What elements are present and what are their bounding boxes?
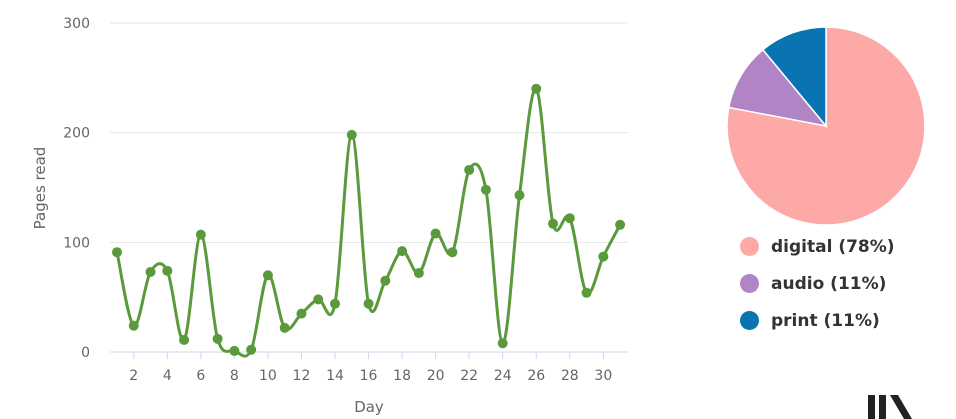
data-point-day-29[interactable] [581,287,592,298]
x-tick-label: 8 [230,368,239,384]
pie-slice-print[interactable] [761,26,827,129]
data-point-day-20[interactable] [430,228,441,239]
x-axis-ticks: 2 4 6 8 10 12 14 16 18 20 22 24 26 28 30 [129,352,612,384]
data-point-day-25[interactable] [514,190,525,201]
data-point-day-8[interactable] [229,345,240,356]
pie-legend: digital (78%) audio (11%) print (11%) [740,228,895,339]
data-point-day-23[interactable] [480,184,491,195]
brand-logo-icon [868,395,912,419]
pie-slices [726,26,926,226]
x-tick-label: 10 [259,368,277,384]
data-point-day-10[interactable] [262,270,273,281]
x-tick-label: 12 [293,368,311,384]
pie-slice-audio[interactable] [727,48,828,128]
data-point-day-3[interactable] [145,266,156,277]
data-point-day-18[interactable] [397,246,408,257]
x-tick-label: 6 [196,368,205,384]
data-point-day-19[interactable] [413,268,424,279]
data-point-day-24[interactable] [497,338,508,349]
x-axis-label: Day [354,398,384,416]
data-point-day-14[interactable] [330,298,341,309]
data-point-day-1[interactable] [112,247,122,258]
legend-dot-digital [740,237,759,256]
x-tick-label: 4 [163,368,172,384]
data-point-day-12[interactable] [296,308,307,319]
x-tick-label: 30 [594,368,612,384]
data-point-day-5[interactable] [179,334,190,345]
data-point-day-26[interactable] [531,83,542,94]
data-point-day-13[interactable] [313,294,324,305]
data-point-day-31[interactable] [615,219,626,230]
y-tick-label: 0 [81,345,90,361]
x-tick-label: 14 [326,368,344,384]
x-tick-label: 26 [527,368,545,384]
legend-label-print: print (11%) [771,310,880,331]
y-tick-label: 300 [63,16,90,32]
x-tick-label: 16 [360,368,378,384]
legend-label-digital: digital (78%) [771,236,895,257]
data-point-day-22[interactable] [464,164,475,175]
x-tick-label: 24 [494,368,512,384]
x-tick-label: 2 [129,368,138,384]
y-tick-label: 200 [63,126,90,142]
data-point-day-2[interactable] [128,320,139,331]
data-point-day-9[interactable] [246,344,257,355]
data-point-day-21[interactable] [447,247,458,258]
legend-item-print[interactable]: print (11%) [740,302,895,339]
y-tick-label: 100 [63,235,90,251]
data-point-day-28[interactable] [564,213,575,224]
data-point-day-7[interactable] [212,333,223,344]
y-axis-ticks: 0 100 200 300 [63,16,90,361]
data-point-day-16[interactable] [363,298,374,309]
legend-item-audio[interactable]: audio (11%) [740,265,895,302]
data-point-day-30[interactable] [598,251,609,262]
data-point-day-17[interactable] [380,275,391,286]
data-point-day-4[interactable] [162,265,173,276]
legend-label-audio: audio (11%) [771,273,887,294]
legend-item-digital[interactable]: digital (78%) [740,228,895,265]
data-point-day-6[interactable] [195,229,206,240]
format-pie-chart [726,26,926,226]
x-tick-label: 20 [427,368,445,384]
data-point-day-11[interactable] [279,322,290,333]
y-axis-label: Pages read [31,147,49,230]
x-tick-label: 18 [393,368,411,384]
series-line [115,87,622,358]
x-tick-label: 22 [460,368,478,384]
data-points [112,83,626,356]
x-tick-label: 28 [561,368,579,384]
legend-dot-print [740,311,759,330]
legend-dot-audio [740,274,759,293]
data-point-day-27[interactable] [548,218,559,229]
data-point-day-15[interactable] [346,129,357,140]
